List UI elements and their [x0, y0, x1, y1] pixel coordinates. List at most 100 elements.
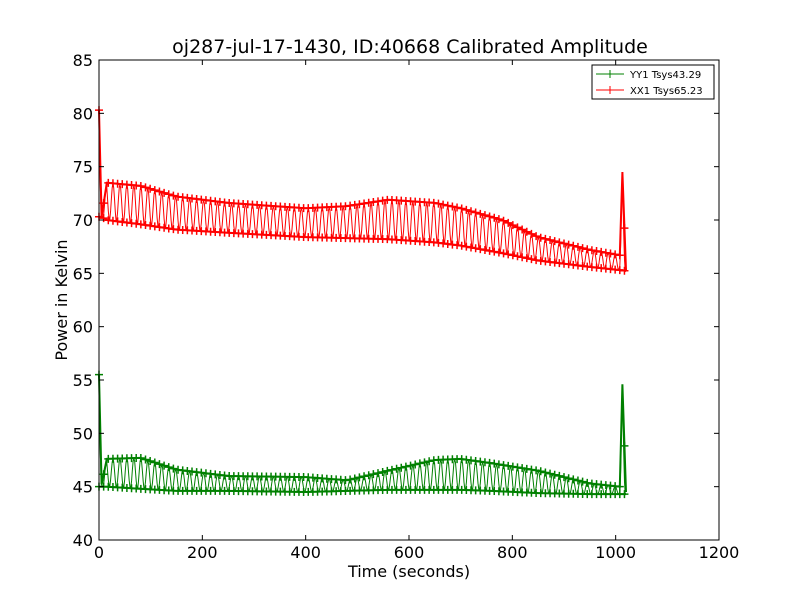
- y-tick-label: 80: [73, 104, 93, 123]
- series-yy1: [95, 370, 629, 499]
- marker: [169, 464, 178, 473]
- marker: [620, 266, 629, 275]
- y-tick-label: 50: [73, 424, 93, 443]
- y-tick-label: 40: [73, 531, 93, 550]
- marker: [141, 183, 150, 192]
- marker: [160, 188, 169, 197]
- marker: [583, 245, 592, 254]
- marker: [480, 245, 489, 254]
- marker: [136, 182, 145, 191]
- series-xx1: [95, 106, 629, 275]
- marker: [527, 255, 536, 264]
- marker: [415, 459, 424, 468]
- marker: [378, 467, 387, 476]
- legend-label: YY1 Tsys43.29: [629, 70, 701, 81]
- marker: [485, 246, 494, 255]
- marker: [485, 212, 494, 221]
- marker: [467, 207, 475, 216]
- marker: [560, 239, 568, 248]
- marker: [434, 199, 443, 208]
- marker: [546, 469, 555, 478]
- marker: [569, 475, 578, 484]
- marker: [169, 191, 178, 200]
- x-tick-label: 1000: [595, 543, 636, 562]
- marker: [99, 214, 108, 223]
- marker: [164, 463, 173, 472]
- x-tick-label: 400: [290, 543, 321, 562]
- marker: [439, 200, 448, 209]
- x-tick-label: 1200: [699, 543, 740, 562]
- marker: [546, 236, 555, 245]
- marker: [360, 472, 369, 481]
- marker: [504, 250, 513, 259]
- marker: [518, 225, 527, 234]
- marker: [499, 249, 508, 258]
- marker: [346, 475, 355, 484]
- y-tick-label: 75: [73, 158, 93, 177]
- marker: [401, 462, 410, 471]
- marker: [564, 240, 573, 249]
- marker: [569, 241, 578, 250]
- y-tick-label: 55: [73, 371, 93, 390]
- legend-label: XX1 Tsys65.23: [630, 86, 703, 97]
- marker: [560, 473, 568, 482]
- marker: [541, 468, 550, 477]
- marker: [411, 460, 420, 469]
- marker: [615, 251, 624, 260]
- axis-ticks: 0 200 400 600 800 1000 1200 40 45 50 55 60 65 70 75 80 8…: [73, 51, 740, 562]
- marker: [536, 467, 545, 476]
- marker: [480, 211, 489, 220]
- legend-box: [591, 64, 715, 100]
- y-tick-label: 65: [73, 264, 93, 283]
- marker: [564, 474, 573, 483]
- x-tick-label: 0: [94, 543, 104, 562]
- plot-background: [99, 60, 719, 540]
- marker: [490, 247, 499, 256]
- x-tick-label: 600: [394, 543, 425, 562]
- marker: [490, 213, 499, 222]
- marker: [494, 248, 503, 257]
- marker: [615, 482, 624, 491]
- marker: [471, 244, 480, 253]
- marker: [578, 477, 587, 486]
- plot-area: [95, 59, 720, 541]
- marker: [573, 476, 582, 485]
- marker: [476, 245, 485, 254]
- marker: [448, 202, 457, 211]
- marker: [136, 454, 145, 463]
- marker: [513, 252, 522, 261]
- marker: [476, 209, 485, 218]
- marker: [99, 199, 108, 208]
- legend-marker: [606, 70, 614, 78]
- marker: [141, 455, 150, 464]
- marker: [541, 234, 550, 243]
- marker: [522, 227, 531, 236]
- marker: [387, 465, 396, 474]
- marker: [425, 457, 434, 466]
- marker: [532, 232, 541, 241]
- marker: [611, 250, 620, 259]
- marker: [443, 201, 452, 210]
- x-tick-label: 200: [187, 543, 218, 562]
- marker: [462, 205, 471, 214]
- y-axis-label: Power in Kelvin: [52, 239, 71, 360]
- marker: [532, 466, 541, 475]
- marker: [471, 208, 480, 217]
- marker: [420, 458, 429, 467]
- legend: YY1 Tsys43.29 XX1 Tsys65.23: [591, 64, 715, 100]
- marker: [587, 246, 596, 255]
- marker: [462, 242, 471, 251]
- marker: [620, 224, 629, 233]
- marker: [578, 244, 587, 253]
- marker: [508, 251, 517, 260]
- marker: [374, 469, 382, 478]
- marker: [504, 218, 513, 227]
- marker: [155, 460, 164, 469]
- marker: [146, 457, 155, 466]
- legend-marker: [606, 86, 614, 94]
- chart-title: oj287-jul-17-1430, ID:40668 Calibrated A…: [172, 36, 648, 58]
- marker: [597, 247, 606, 256]
- y-tick-label: 45: [73, 478, 93, 497]
- marker: [508, 221, 517, 230]
- marker: [453, 203, 462, 212]
